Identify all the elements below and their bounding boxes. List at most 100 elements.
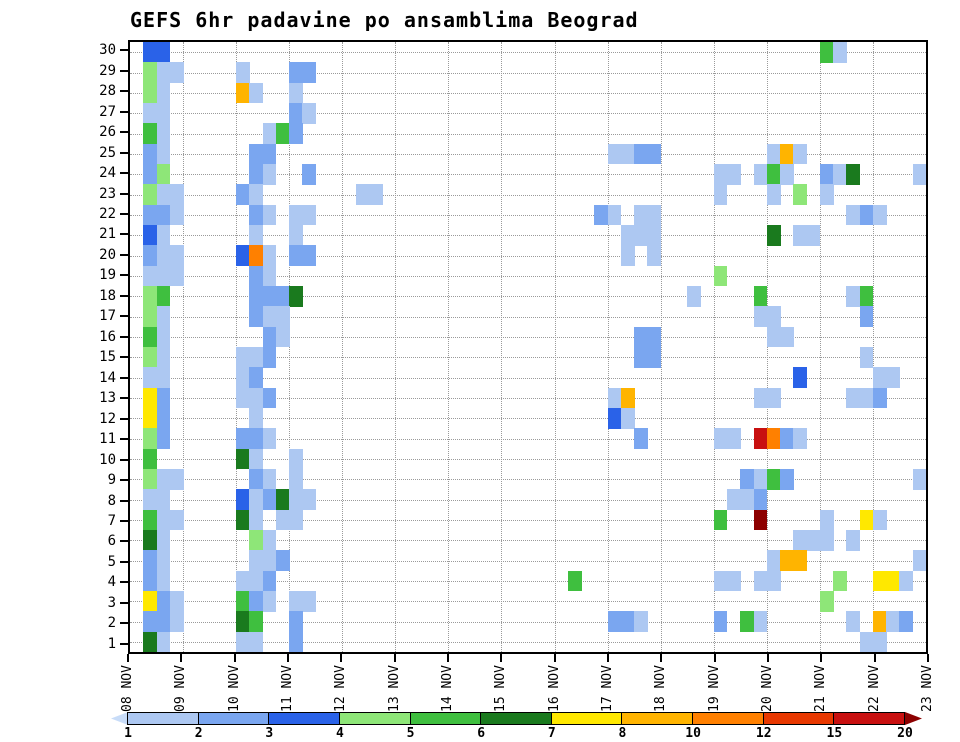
heatmap-cell (236, 570, 250, 592)
heatmap-cell (143, 265, 158, 287)
heatmap-cell (806, 530, 821, 551)
legend-tick-label: 10 (685, 726, 701, 741)
heatmap-cell (766, 326, 781, 348)
horizontal-gridline (130, 194, 926, 196)
y-tick-label: 18 (99, 287, 116, 304)
y-tick (120, 274, 128, 277)
legend-tick-label: 6 (477, 726, 486, 741)
vertical-gridline (289, 42, 291, 652)
heatmap-cell (249, 509, 264, 531)
horizontal-gridline (130, 580, 926, 582)
heatmap-cell (846, 611, 861, 633)
heatmap-cell (156, 103, 171, 124)
heatmap-cell (859, 306, 874, 328)
heatmap-cell (249, 611, 264, 633)
x-tick (233, 654, 236, 662)
vertical-gridline (872, 42, 874, 652)
heatmap-cell (647, 326, 662, 348)
heatmap-cell (143, 42, 158, 63)
horizontal-gridline (130, 336, 926, 338)
x-tick (393, 654, 396, 662)
heatmap-cell (262, 469, 277, 490)
heatmap-cell (289, 591, 303, 612)
heatmap-cell (249, 428, 264, 450)
heatmap-cell (143, 448, 158, 470)
y-tick-label: 8 (107, 492, 116, 509)
y-tick (120, 253, 128, 256)
y-tick-label: 10 (99, 451, 116, 468)
heatmap-cell (262, 164, 277, 185)
y-tick (120, 212, 128, 215)
heatmap-cell (302, 103, 317, 124)
heatmap-cell (713, 428, 728, 450)
heatmap-cell (713, 509, 728, 531)
heatmap-cell (780, 143, 794, 165)
vertical-gridline (713, 42, 715, 652)
heatmap-cell (302, 245, 317, 267)
heatmap-cell (262, 489, 277, 511)
vertical-gridline (395, 42, 397, 652)
heatmap-cell (236, 367, 250, 389)
heatmap-cell (355, 184, 370, 206)
y-tick-label: 30 (99, 42, 116, 59)
heatmap-cell (143, 408, 158, 429)
heatmap-cell (872, 509, 887, 531)
horizontal-gridline (130, 92, 926, 94)
heatmap-cell (262, 286, 277, 307)
heatmap-cell (156, 265, 171, 287)
legend-segment (127, 712, 199, 725)
heatmap-cell (156, 428, 171, 450)
y-tick-label: 22 (99, 205, 116, 222)
heatmap-cell (766, 164, 781, 185)
heatmap-cell (156, 631, 171, 652)
heatmap-cell (156, 570, 171, 592)
heatmap-cell (846, 286, 861, 307)
legend-tick-label: 1 (124, 726, 132, 741)
heatmap-cell (859, 286, 874, 307)
heatmap-cell (806, 225, 821, 246)
heatmap-cell (289, 286, 303, 307)
heatmap-cell (249, 550, 264, 572)
heatmap-cell (236, 489, 250, 511)
heatmap-cell (780, 428, 794, 450)
heatmap-cell (262, 347, 277, 368)
heatmap-cell (302, 591, 317, 612)
heatmap-cell (713, 164, 728, 185)
heatmap-cell (156, 123, 171, 145)
heatmap-cell (766, 570, 781, 592)
heatmap-cell (236, 347, 250, 368)
heatmap-cell (753, 570, 768, 592)
y-tick (120, 499, 128, 502)
heatmap-cell (620, 143, 635, 165)
heatmap-cell (262, 591, 277, 612)
x-tick (607, 654, 609, 662)
heatmap-cell (567, 570, 582, 592)
heatmap-cell (236, 611, 250, 633)
heatmap-cell (793, 225, 808, 246)
heatmap-cell (143, 306, 158, 328)
heatmap-cell (249, 245, 264, 267)
heatmap-cell (169, 184, 184, 206)
heatmap-cell (236, 245, 250, 267)
y-tick-label: 24 (99, 165, 116, 182)
y-tick (120, 335, 128, 338)
y-tick (120, 131, 128, 134)
horizontal-gridline (130, 519, 926, 521)
legend-segment (480, 712, 552, 725)
heatmap-cell (859, 509, 874, 531)
heatmap-cell (262, 387, 277, 409)
heatmap-cell (753, 428, 768, 450)
legend-tick-label: 3 (265, 726, 274, 741)
y-tick-label: 16 (99, 328, 116, 345)
heatmap-cell (236, 631, 250, 652)
y-tick-label: 28 (99, 83, 116, 100)
x-tick-label: 10 NOV (226, 665, 242, 712)
heatmap-cell (169, 611, 184, 633)
horizontal-gridline (130, 418, 926, 420)
x-tick-label: 17 NOV (600, 665, 615, 712)
heatmap-cell (236, 62, 250, 84)
x-tick-label: 15 NOV (493, 665, 509, 712)
heatmap-cell (156, 509, 171, 531)
heatmap-cell (766, 550, 781, 572)
heatmap-cell (872, 387, 887, 409)
